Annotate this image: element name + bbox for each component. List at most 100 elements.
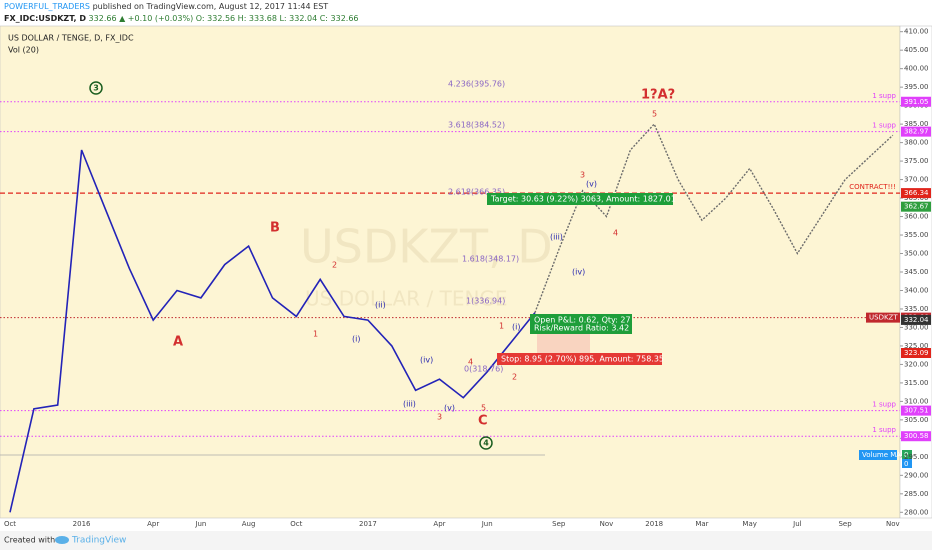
- target-box: [487, 193, 673, 205]
- y-tick-label: 295.00: [904, 453, 929, 461]
- price-label: 366.34: [904, 189, 929, 197]
- y-tick-label: 290.00: [904, 471, 929, 479]
- x-tick-label: Nov: [600, 520, 614, 528]
- wave-label: C: [478, 414, 488, 429]
- wave-label: (iv): [420, 356, 433, 365]
- x-tick-label: Mar: [695, 520, 708, 528]
- y-tick-label: 305.00: [904, 416, 929, 424]
- stop-box: [497, 353, 662, 365]
- level-text: 1 supp: [872, 401, 896, 409]
- level-text: 1 supp: [872, 122, 896, 130]
- quote-line: FX_IDC:USDKZT, D 332.66 ▲ +0.10 (+0.03%)…: [4, 14, 359, 23]
- y-tick-label: 410.00: [904, 28, 929, 36]
- y-tick-label: 355.00: [904, 231, 929, 239]
- rr-text: Risk/Reward Ratio: 3.42: [534, 324, 629, 333]
- x-tick-label: May: [742, 520, 756, 528]
- y-tick-label: 320.00: [904, 360, 929, 368]
- fib-label: 0(318.76): [464, 365, 503, 374]
- y-tick-label: 400.00: [904, 65, 929, 73]
- watermark: US DOLLAR / TENGE: [305, 287, 508, 311]
- wave-label: 1: [499, 322, 504, 331]
- stop-text: Stop: 8.95 (2.70%) 895, Amount: 758.35: [501, 355, 664, 364]
- x-tick-label: Jul: [792, 520, 802, 528]
- wave-label: (iv): [572, 268, 585, 277]
- price-box: [901, 201, 931, 212]
- y-tick-label: 345.00: [904, 268, 929, 276]
- y-tick-label: 280.00: [904, 508, 929, 516]
- subtitle: Vol (20): [8, 46, 39, 55]
- volume-box: [902, 459, 912, 468]
- brand: TradingView: [71, 536, 126, 546]
- volume-value: 0: [904, 451, 908, 459]
- y-tick-label: 285.00: [904, 490, 929, 498]
- price-label: 362.67: [904, 203, 929, 211]
- y-tick-label: 385.00: [904, 120, 929, 128]
- wave-label: 2: [512, 373, 517, 382]
- volume-ma: Volume MA: [862, 451, 901, 459]
- price-line: [9, 149, 536, 513]
- price-box: [901, 126, 931, 137]
- x-tick-label: Oct: [290, 520, 302, 528]
- tag-box: [866, 312, 900, 323]
- y-tick-label: 340.00: [904, 286, 929, 294]
- price-box: [901, 405, 931, 416]
- price-label: 332.04: [904, 316, 929, 324]
- x-tick-label: 2017: [359, 520, 377, 528]
- y-tick-label: 325.00: [904, 342, 929, 350]
- wave-label: (v): [444, 404, 455, 413]
- level-text: CONTRACT!!!: [849, 183, 896, 191]
- circle: [479, 436, 493, 450]
- x-tick-label: 2016: [73, 520, 91, 528]
- wave-label: 5: [652, 110, 657, 119]
- wave-label: 2: [332, 261, 337, 270]
- y-tick-label: 405.00: [904, 46, 929, 54]
- volume-value: 0: [904, 460, 908, 468]
- x-tick-label: Apr: [433, 520, 445, 528]
- y-tick-label: 380.00: [904, 139, 929, 147]
- price-label: 382.97: [904, 128, 929, 136]
- pnl-text: Open P&L: 0.62, Qty: 27: [534, 316, 631, 325]
- wave-label: B: [270, 221, 280, 236]
- wave-label: 4: [613, 229, 618, 238]
- fib-label: 4.236(395.76): [448, 80, 505, 89]
- fib-label: 3.618(384.52): [448, 121, 505, 130]
- price-box: [901, 314, 931, 325]
- volume-box: [902, 450, 912, 459]
- y-tick-label: 335.00: [904, 305, 929, 313]
- wave-label: (iii): [403, 400, 416, 409]
- fib-label: 1(336.94): [466, 297, 505, 306]
- pnl-box: [530, 314, 632, 334]
- fib-label: 2.618(366.35): [448, 188, 505, 197]
- level-text: 1 supp: [872, 92, 896, 100]
- logo: [55, 536, 69, 544]
- x-tick-label: Jun: [194, 520, 206, 528]
- ohlc: O: 332.56 H: 333.68 L: 332.04 C: 332.66: [196, 14, 359, 23]
- x-tick-label: Apr: [147, 520, 159, 528]
- wave-label: (ii): [375, 301, 386, 310]
- published: published on TradingView.com, August 12,…: [93, 2, 329, 11]
- y-tick-label: 370.00: [904, 176, 929, 184]
- y-tick-label: 350.00: [904, 250, 929, 258]
- x-tick-label: Sep: [838, 520, 852, 528]
- publisher: POWERFUL_TRADERS: [4, 2, 90, 11]
- target-text: Target: 30.63 (9.22%) 3063, Amount: 1827…: [490, 195, 676, 204]
- x-tick-label: Nov: [886, 520, 900, 528]
- fib-label: 1.618(348.17): [462, 255, 519, 264]
- x-tick-label: 2018: [645, 520, 663, 528]
- x-tick-label: Oct: [4, 520, 16, 528]
- symbol: FX_IDC:USDKZT, D: [4, 14, 86, 23]
- wave-label: (i): [512, 323, 520, 332]
- y-tick-label: 310.00: [904, 397, 929, 405]
- change: 332.66 ▲ +0.10 (+0.03%): [89, 14, 194, 23]
- price-label: 391.05: [904, 98, 929, 106]
- y-tick-label: 375.00: [904, 157, 929, 165]
- wave-label: 4: [483, 439, 489, 448]
- wave-label: 1?A?: [641, 88, 675, 103]
- wave-label: A: [173, 335, 183, 350]
- chart-title: US DOLLAR / TENGE, D, FX_IDC: [8, 34, 134, 43]
- y-tick-label: 360.00: [904, 213, 929, 221]
- header-line: POWERFUL_TRADERS published on TradingVie…: [4, 2, 328, 11]
- footer-text: Created with: [4, 536, 55, 545]
- y-tick-label: 395.00: [904, 83, 929, 91]
